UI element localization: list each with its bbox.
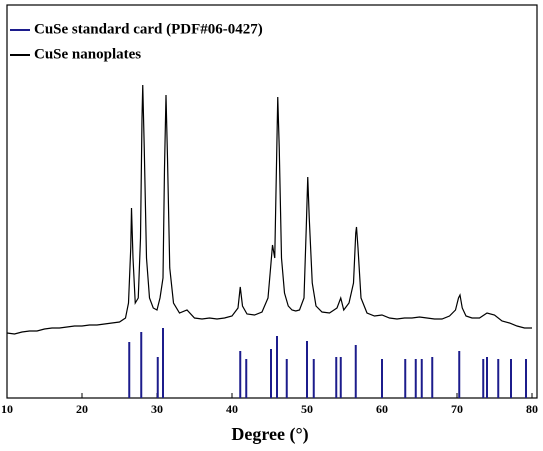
plot-frame [6, 4, 538, 399]
legend-label: CuSe nanoplates [34, 46, 141, 62]
x-tick-label: 20 [76, 402, 88, 416]
x-tick-label: 50 [301, 402, 313, 416]
x-tick-label: 80 [526, 402, 538, 416]
xrd-line [6, 84, 532, 335]
x-tick-label: 10 [1, 402, 13, 416]
legend-label: CuSe standard card (PDF#06-0427) [34, 21, 263, 37]
x-tick-label: 60 [376, 402, 388, 416]
x-tick-label: 30 [151, 402, 163, 416]
x-tick-label: 70 [451, 402, 463, 416]
x-axis-label: Degree (°) [231, 424, 308, 445]
x-tick-label: 40 [226, 402, 238, 416]
